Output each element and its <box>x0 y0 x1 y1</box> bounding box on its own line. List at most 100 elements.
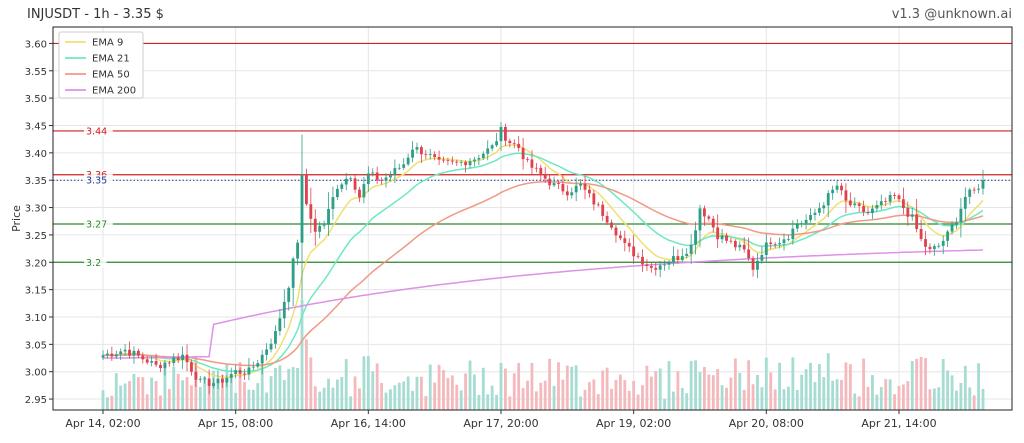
axes: 2.95 3.00 3.05 3.10 3.15 3.20 3.25 3.30 3.35 3.40… <box>10 39 937 430</box>
volume-bar <box>848 364 852 410</box>
candle-body <box>539 167 543 174</box>
volume-bar <box>627 390 631 410</box>
candle-body <box>906 208 910 217</box>
volume-bar <box>813 382 817 410</box>
candle-body <box>778 243 781 245</box>
volume-bar <box>552 385 556 410</box>
y-tick-label: 3.55 <box>25 67 47 78</box>
volume-bar <box>163 362 167 410</box>
volume-bar <box>411 390 414 410</box>
candle-body <box>866 211 870 214</box>
volume-bar <box>893 394 896 410</box>
candle-body <box>596 204 600 206</box>
volume-bar <box>190 385 193 410</box>
volume-bar <box>565 365 569 410</box>
volume-bar <box>101 390 105 410</box>
x-tick-label: Apr 15, 08:00 <box>198 417 273 430</box>
candle-body <box>530 159 534 168</box>
candle-body <box>592 193 596 205</box>
candle-body <box>928 246 932 250</box>
candle-body <box>636 256 640 258</box>
volume-bar <box>707 374 711 410</box>
candle-body <box>901 199 905 209</box>
candle-body <box>282 301 286 319</box>
y-tick-label: 3.15 <box>25 286 47 297</box>
candle-body <box>433 154 437 158</box>
candle-body <box>857 203 861 207</box>
candle-body <box>950 224 954 232</box>
candle-body <box>145 359 149 363</box>
volume-bar <box>181 380 185 410</box>
volume-bar <box>579 396 583 410</box>
volume-bar <box>424 396 428 410</box>
volume-bar <box>879 387 883 410</box>
candle-body <box>128 349 131 356</box>
candle-body <box>225 377 229 383</box>
candle-body <box>579 183 583 186</box>
volume-bar <box>110 395 114 410</box>
candle-body <box>795 224 799 229</box>
candle-body <box>229 373 233 378</box>
volume-bar <box>787 386 790 410</box>
volume-bar <box>910 361 914 410</box>
volume-bar <box>557 362 560 410</box>
volume-bar <box>238 362 242 410</box>
volume-bar <box>570 366 574 410</box>
candle-body <box>751 258 755 270</box>
volume-bar <box>114 373 118 410</box>
candle-body <box>831 189 835 194</box>
plot-frame <box>52 26 1013 411</box>
volume-bar <box>375 363 379 410</box>
candle-body <box>605 215 609 223</box>
volume-bar <box>937 387 941 410</box>
candle-body <box>663 264 667 266</box>
candle-body <box>787 239 790 240</box>
candle-body <box>508 140 512 144</box>
candle-body <box>972 189 976 191</box>
candle-body <box>327 208 330 225</box>
volume-bar <box>751 384 755 410</box>
candle-body <box>119 351 123 355</box>
candle-body <box>243 373 246 375</box>
candle-body <box>543 173 547 179</box>
candle-body <box>375 172 379 180</box>
volume-bar <box>393 385 397 410</box>
volume-bar <box>282 380 286 410</box>
volume-bar <box>442 370 445 410</box>
volume-bar <box>760 387 764 410</box>
volume-bar <box>963 365 967 410</box>
volume-bar <box>495 394 498 410</box>
candle-body <box>190 362 193 372</box>
candle-body <box>265 349 269 355</box>
level-label-bg <box>84 175 113 186</box>
volume-bar <box>826 353 830 410</box>
volume-bar <box>415 376 419 410</box>
candle-body <box>641 256 644 265</box>
candle-body <box>588 189 591 194</box>
candle-body <box>132 350 136 356</box>
volume-bar <box>733 358 737 410</box>
candle-body <box>349 178 353 180</box>
candle-body <box>291 258 295 288</box>
volume-bar <box>154 380 158 410</box>
candle-body <box>817 208 821 213</box>
volume-bar <box>574 365 578 410</box>
candle-body <box>848 200 852 206</box>
volume-bar <box>490 385 494 410</box>
volume-bar <box>499 362 503 410</box>
volume-bar <box>959 382 963 410</box>
candle-body <box>136 350 140 356</box>
volume-bar <box>738 372 742 410</box>
volume-bar <box>764 357 768 410</box>
candle-body <box>658 265 662 270</box>
volume-bar <box>119 385 123 410</box>
candle-body <box>871 208 874 214</box>
candle-body <box>955 222 958 225</box>
volume-bar <box>641 385 644 410</box>
volume-bar <box>534 391 538 410</box>
volume-bar <box>680 388 684 410</box>
volume-bar <box>756 374 759 410</box>
x-tick-label: Apr 19, 02:00 <box>596 417 671 430</box>
volume-bar <box>773 389 777 410</box>
volume-bars <box>101 300 985 410</box>
